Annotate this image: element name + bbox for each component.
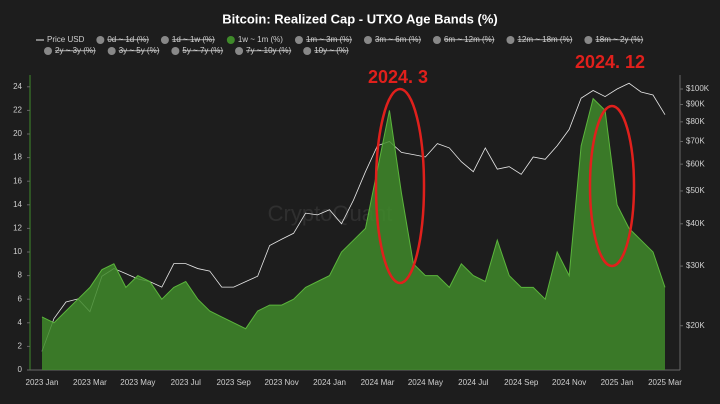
y2-tick-label: $30K [686,261,705,270]
y-tick-label: 18 [13,153,22,162]
x-tick-label: 2024 Jan [313,378,346,387]
legend-label[interactable]: 18m ~ 2y (%) [595,35,643,44]
legend-marker [432,36,441,44]
chart-title: Bitcoin: Realized Cap - UTXO Age Bands (… [222,11,497,26]
legend-label[interactable]: 10y ~ (%) [314,46,349,55]
highlight-ellipse [588,104,636,268]
legend-marker [294,36,303,44]
legend-label[interactable]: 0d ~ 1d (%) [107,35,149,44]
legend-marker [235,47,244,55]
plot: 024681012141618202224$20K$30K$40K$50K$60… [13,75,710,387]
y2-tick-label: $60K [686,159,705,168]
legend-label[interactable]: 1d ~ 1w (%) [172,35,215,44]
legend-marker [226,36,235,44]
x-tick-label: 2025 Jan [601,378,634,387]
y2-tick-label: $20K [686,321,705,330]
y-tick-label: 24 [13,82,22,91]
legend-label[interactable]: 1w ~ 1m (%) [238,35,283,44]
y-tick-label: 16 [13,176,22,185]
area-edge [41,97,666,330]
legend-marker [107,47,116,55]
y-tick-label: 22 [13,106,22,115]
y-tick-label: 12 [13,224,22,233]
y2-tick-label: $90K [686,100,705,109]
legend-marker [44,47,52,55]
y-tick-label: 6 [18,294,23,303]
y-tick-label: 14 [13,200,22,209]
x-tick-label: 2023 Nov [264,378,298,387]
annotation: 2024. 12 [575,52,645,72]
legend-label[interactable]: Price USD [47,35,85,44]
legend-marker [584,36,593,44]
x-tick-label: 2023 May [120,378,155,387]
y-tick-label: 20 [13,129,22,138]
y-tick-label: 4 [18,318,23,327]
legend-marker [506,36,515,44]
x-tick-label: 2023 Mar [73,378,107,387]
legend-label[interactable]: 1m ~ 3m (%) [306,35,352,44]
y2-tick-label: $80K [686,117,705,126]
y-tick-label: 0 [18,365,23,374]
y-tick-label: 2 [18,342,23,351]
y2-tick-label: $50K [686,186,705,195]
x-tick-label: 2024 Sep [504,378,539,387]
legend-label[interactable]: 6m ~ 12m (%) [444,35,495,44]
annotation: 2024. 3 [368,67,428,87]
x-tick-label: 2024 Nov [552,378,586,387]
x-tick-label: 2025 Mar [648,378,682,387]
y2-tick-label: $70K [686,137,705,146]
legend-marker [171,47,180,55]
legend-marker [160,36,169,44]
legend-label[interactable]: 2y ~ 3y (%) [55,46,96,55]
highlight-ellipse [374,87,426,285]
y-tick-label: 8 [18,271,23,280]
x-tick-label: 2024 May [408,378,443,387]
legend-marker [303,47,312,55]
x-tick-label: 2024 Mar [361,378,395,387]
legend-label[interactable]: 7y ~ 10y (%) [246,46,291,55]
x-tick-label: 2024 Jul [458,378,488,387]
legend-label[interactable]: 3y ~ 5y (%) [119,46,160,55]
x-tick-label: 2023 Jan [26,378,59,387]
y-tick-label: 10 [13,247,22,256]
x-tick-label: 2023 Sep [217,378,252,387]
legend-marker [363,36,372,44]
legend-label[interactable]: 12m ~ 18m (%) [517,35,572,44]
x-tick-label: 2023 Jul [171,378,201,387]
legend-label[interactable]: 3m ~ 6m (%) [375,35,421,44]
area [42,98,665,370]
legend-marker [96,36,105,44]
y2-tick-label: $40K [686,219,705,228]
y2-tick-label: $100K [686,84,710,93]
legend-label[interactable]: 5y ~ 7y (%) [182,46,223,55]
